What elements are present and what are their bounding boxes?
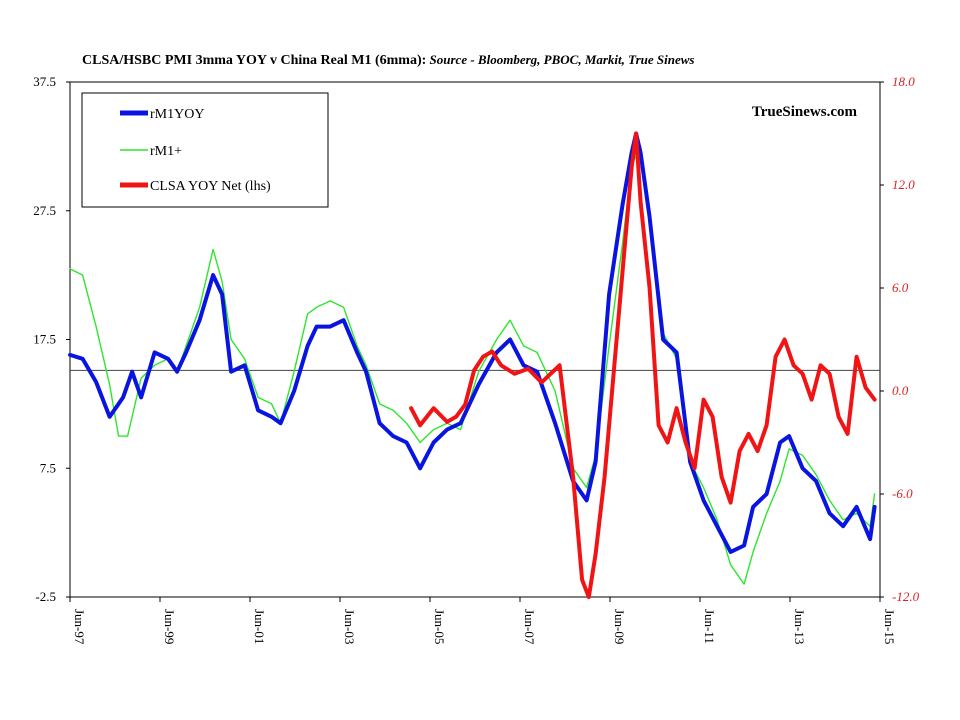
- right-axis: 18.0 12.0 6.0 0.0 -6.0 -12.0: [880, 74, 920, 604]
- x-tick-label: Jun-07: [522, 609, 537, 645]
- x-axis: Jun-97 Jun-99 Jun-01 Jun-03 Jun-05 Jun-07 Jun-…: [69, 597, 897, 645]
- left-axis: 37.5 27.5 17.5 7.5 -2.5: [33, 74, 70, 604]
- series-line-rm1yoy: [68, 131, 877, 554]
- legend: rM1YOY rM1+ CLSA YOY Net (lhs): [81, 92, 329, 208]
- right-tick-label: -12.0: [892, 589, 920, 604]
- x-tick-label: Jun-03: [342, 609, 357, 644]
- x-tick-label: Jun-13: [792, 609, 807, 644]
- right-tick-label: 12.0: [892, 177, 915, 192]
- series-layer: [68, 131, 877, 599]
- left-tick-label: 27.5: [33, 203, 56, 218]
- watermark: TrueSinews.com: [752, 104, 858, 120]
- legend-label-rm1yoy: rM1YOY: [150, 107, 204, 122]
- legend-label-clsa: CLSA YOY Net (lhs): [150, 179, 271, 194]
- right-tick-label: 6.0: [892, 280, 909, 295]
- x-tick-label: Jun-09: [612, 609, 627, 644]
- right-tick-label: 18.0: [892, 74, 915, 89]
- x-tick-label: Jun-01: [252, 609, 267, 644]
- x-tick-label: Jun-97: [72, 609, 87, 645]
- x-tick-label: Jun-15: [882, 609, 897, 644]
- left-tick-label: 37.5: [33, 74, 56, 89]
- series-line-clsa: [409, 131, 877, 599]
- left-tick-label: 17.5: [33, 332, 56, 347]
- right-tick-label: 0.0: [892, 383, 909, 398]
- chart-title-main: CLSA/HSBC PMI 3mma YOY v China Real M1 (…: [82, 53, 427, 68]
- series-line-rm1plus: [69, 145, 876, 585]
- right-tick-label: -6.0: [892, 486, 913, 501]
- chart-title-source: Source - Bloomberg, PBOC, Markit, True S…: [426, 52, 695, 67]
- x-tick-label: Jun-99: [162, 609, 177, 644]
- left-tick-label: 7.5: [40, 460, 56, 475]
- legend-label-rm1plus: rM1+: [150, 144, 182, 159]
- chart-title: CLSA/HSBC PMI 3mma YOY v China Real M1 (…: [82, 52, 695, 69]
- left-tick-label: -2.5: [35, 589, 56, 604]
- x-tick-label: Jun-05: [432, 609, 447, 644]
- x-tick-label: Jun-11: [702, 609, 717, 644]
